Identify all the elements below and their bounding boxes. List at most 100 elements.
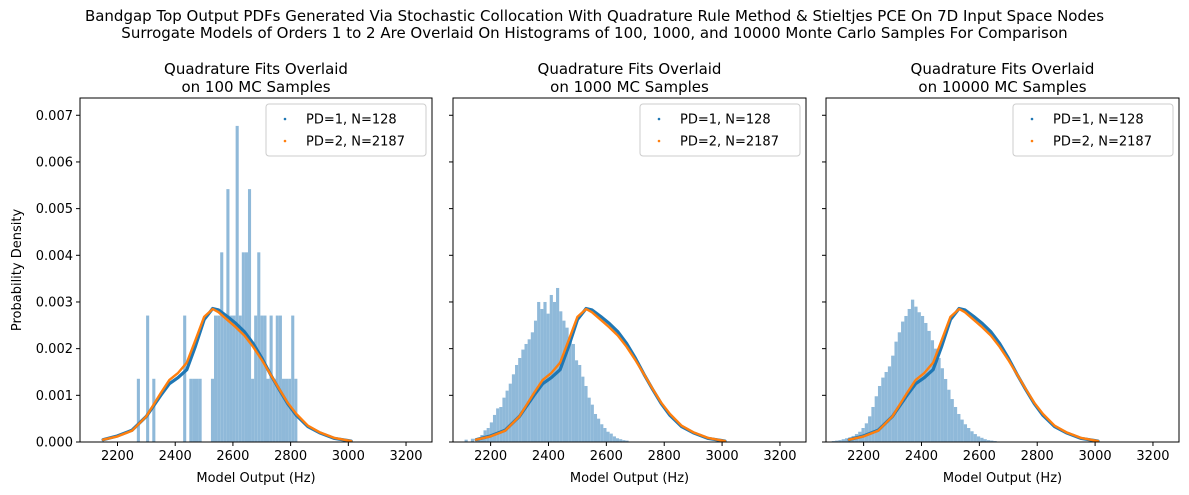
legend-label: PD=1, N=128: [1053, 113, 1144, 128]
histogram-bar: [976, 436, 981, 442]
panel-title-line-2: on 1000 MC Samples: [550, 78, 709, 96]
histogram-bar: [232, 315, 236, 442]
histogram-bar: [894, 341, 898, 442]
histogram-bar: [136, 378, 140, 442]
y-tick-label: 0.002: [36, 342, 73, 357]
x-tick-label: 2800: [274, 449, 307, 464]
histogram-bar: [241, 252, 245, 442]
legend-marker-pd2: [657, 139, 661, 143]
histogram-bar: [217, 315, 221, 442]
plot-area: [831, 299, 1100, 442]
x-tick-label: 2600: [216, 449, 249, 464]
histogram-bar: [470, 438, 475, 442]
histogram-bar: [183, 315, 187, 442]
histogram-bar: [464, 439, 468, 442]
plot-area: [101, 125, 353, 442]
histogram-bar: [521, 349, 525, 442]
histogram-bar: [957, 413, 961, 442]
histogram-bar: [152, 378, 156, 442]
panel-title-line-2: on 100 MC Samples: [181, 78, 330, 96]
x-tick-label: 2200: [474, 449, 507, 464]
legend-marker-pd1: [1030, 117, 1034, 121]
histogram-bar: [278, 315, 282, 442]
y-tick-label: 0.004: [36, 249, 73, 264]
panel-title-line-1: Quadrature Fits Overlaid: [164, 60, 348, 78]
histogram-bar: [897, 332, 902, 442]
x-tick-label: 3200: [1136, 449, 1169, 464]
panel-title-line-2: on 10000 MC Samples: [918, 78, 1086, 96]
histogram-bar: [275, 315, 279, 442]
chart-panel-1: 2200 2400 2600 2800 3000 3200 0.000 0.001 0.002 0…: [10, 60, 433, 486]
histogram-bar: [600, 424, 604, 442]
figure-title-line-2: Surrogate Models of Orders 1 to 2 Are Ov…: [121, 24, 1068, 42]
histogram-bar: [590, 404, 594, 442]
histogram-bar: [559, 311, 563, 442]
figure-title-line-1: Bandgap Top Output PDFs Generated Via St…: [84, 7, 1105, 25]
histogram-bar: [285, 378, 289, 442]
histogram-bar: [260, 315, 264, 442]
histogram-bar: [518, 357, 522, 442]
histogram-bar: [552, 301, 557, 442]
histogram-bar: [489, 422, 493, 442]
x-tick-label: 2200: [101, 449, 134, 464]
legend-marker-pd2: [283, 139, 287, 143]
histogram-bar: [562, 320, 566, 442]
histogram-bar: [625, 440, 629, 442]
legend-label: PD=2, N=2187: [680, 135, 779, 150]
histogram-bar: [294, 378, 298, 442]
histogram-bar: [192, 378, 196, 442]
histogram-bar: [502, 397, 506, 442]
histogram-bar: [950, 399, 954, 442]
histogram-bar: [622, 440, 626, 442]
legend-label: PD=1, N=128: [680, 113, 771, 128]
histogram-bar: [891, 355, 895, 442]
histogram-bar: [568, 336, 572, 442]
histogram-bar: [593, 413, 598, 442]
chart-panel-3: 2200 2400 2600 2800 3000 3200 Model Output (Hz…: [822, 60, 1180, 486]
histogram-bar: [884, 371, 888, 442]
x-axis-label: Model Output (Hz): [196, 471, 315, 486]
legend: PD=1, N=128 PD=2, N=2187: [639, 103, 801, 157]
histogram-bar: [530, 332, 534, 442]
histogram-bar: [223, 315, 227, 442]
histogram-bar: [515, 364, 519, 442]
x-tick-label: 2600: [590, 449, 623, 464]
histogram-bar: [927, 330, 931, 442]
histogram-bar: [901, 321, 905, 442]
histogram-bar: [574, 360, 579, 442]
histogram-bar: [937, 357, 941, 442]
histogram-bar: [868, 416, 872, 442]
histogram-bar: [990, 440, 994, 442]
histogram-bar: [499, 406, 503, 442]
histogram-bar: [266, 378, 270, 442]
legend: PD=1, N=128 PD=2, N=2187: [1012, 103, 1174, 157]
histogram-bar: [910, 299, 915, 442]
histogram-bar: [619, 439, 623, 442]
histogram-bar: [263, 315, 267, 442]
histogram-bar: [881, 377, 885, 442]
y-tick-label: 0.005: [36, 202, 73, 217]
histogram-bar: [288, 378, 292, 442]
histogram-bar: [524, 343, 528, 442]
histogram-bar: [953, 406, 958, 442]
histogram-bar: [189, 378, 193, 442]
histogram-bar: [960, 419, 964, 442]
y-tick-label: 0.003: [36, 295, 73, 310]
histogram-bar: [986, 440, 991, 442]
legend-label: PD=2, N=2187: [306, 135, 405, 150]
panel-title-line-1: Quadrature Fits Overlaid: [911, 60, 1095, 78]
x-tick-label: 2800: [648, 449, 681, 464]
histogram-bar: [272, 378, 276, 442]
x-tick-label: 3200: [389, 449, 422, 464]
chart-panel-2: 2200 2400 2600 2800 3000 3200 Model Output (Hz…: [449, 60, 807, 486]
series-line-pd2: [474, 307, 727, 442]
histogram-bar: [281, 378, 286, 442]
histogram-bar: [587, 397, 591, 442]
x-tick-label: 2600: [963, 449, 996, 464]
x-tick-label: 2400: [532, 449, 565, 464]
histogram-bar: [505, 390, 509, 442]
histogram-bar: [930, 340, 935, 442]
histogram-bar: [841, 439, 845, 442]
histogram-bar: [835, 440, 839, 442]
histogram-bar: [887, 366, 892, 442]
